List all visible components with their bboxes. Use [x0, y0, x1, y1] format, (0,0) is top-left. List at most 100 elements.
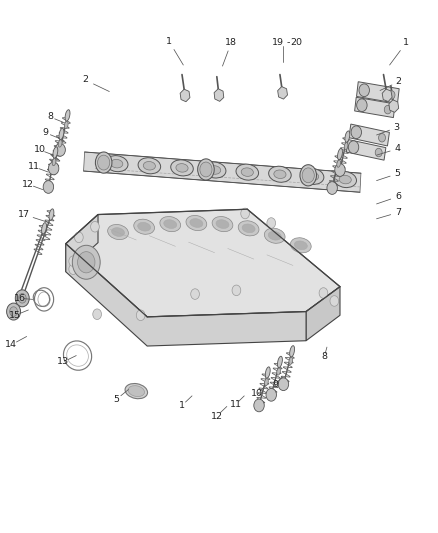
- Circle shape: [69, 256, 78, 266]
- Ellipse shape: [274, 170, 286, 179]
- Ellipse shape: [164, 220, 177, 229]
- Ellipse shape: [95, 152, 112, 173]
- Text: 3: 3: [393, 123, 399, 132]
- Ellipse shape: [51, 163, 56, 174]
- Circle shape: [18, 294, 26, 303]
- Ellipse shape: [281, 379, 286, 390]
- Text: 12: 12: [22, 180, 34, 189]
- Text: 15: 15: [9, 311, 21, 320]
- Text: 16: 16: [14, 294, 26, 303]
- Polygon shape: [84, 152, 361, 192]
- Ellipse shape: [264, 228, 285, 243]
- Ellipse shape: [338, 165, 342, 175]
- Text: 14: 14: [5, 341, 17, 350]
- Polygon shape: [382, 89, 392, 101]
- Ellipse shape: [203, 162, 226, 178]
- Circle shape: [10, 307, 18, 317]
- Circle shape: [91, 221, 99, 232]
- Circle shape: [69, 264, 78, 274]
- Circle shape: [78, 252, 95, 273]
- Ellipse shape: [339, 175, 351, 184]
- Circle shape: [327, 182, 337, 195]
- Ellipse shape: [198, 159, 214, 180]
- Circle shape: [335, 164, 345, 176]
- Ellipse shape: [236, 164, 258, 180]
- Polygon shape: [389, 100, 399, 112]
- Ellipse shape: [338, 148, 343, 160]
- Text: 7: 7: [396, 208, 401, 217]
- Polygon shape: [66, 215, 98, 272]
- Polygon shape: [180, 89, 190, 102]
- Circle shape: [43, 181, 53, 193]
- Circle shape: [330, 296, 339, 306]
- Ellipse shape: [337, 160, 340, 167]
- Ellipse shape: [300, 165, 317, 186]
- Ellipse shape: [200, 162, 212, 177]
- Text: 10: 10: [34, 146, 46, 155]
- Ellipse shape: [265, 378, 268, 386]
- Text: 18: 18: [225, 38, 237, 47]
- Polygon shape: [214, 89, 224, 101]
- Text: 9: 9: [272, 379, 279, 389]
- Text: 5: 5: [114, 394, 120, 403]
- Circle shape: [254, 399, 264, 412]
- Circle shape: [267, 217, 276, 228]
- Ellipse shape: [268, 166, 291, 182]
- Ellipse shape: [160, 216, 180, 232]
- Ellipse shape: [277, 368, 280, 375]
- Ellipse shape: [134, 219, 155, 235]
- Circle shape: [278, 378, 289, 391]
- Ellipse shape: [58, 144, 62, 155]
- Ellipse shape: [265, 367, 270, 378]
- Polygon shape: [278, 86, 287, 99]
- Ellipse shape: [138, 158, 161, 174]
- Ellipse shape: [301, 168, 324, 184]
- Ellipse shape: [302, 168, 314, 183]
- Text: 4: 4: [395, 144, 400, 154]
- Ellipse shape: [257, 400, 261, 410]
- Circle shape: [348, 141, 359, 154]
- Text: 6: 6: [396, 192, 401, 201]
- Ellipse shape: [238, 221, 259, 236]
- Ellipse shape: [125, 384, 148, 399]
- Ellipse shape: [64, 122, 68, 128]
- Ellipse shape: [65, 110, 70, 121]
- Ellipse shape: [49, 209, 54, 220]
- Circle shape: [93, 309, 102, 319]
- Polygon shape: [306, 287, 340, 341]
- Circle shape: [7, 303, 21, 320]
- Text: 19: 19: [272, 38, 284, 47]
- Circle shape: [351, 126, 361, 139]
- Ellipse shape: [290, 238, 311, 253]
- Ellipse shape: [171, 160, 193, 176]
- Ellipse shape: [98, 155, 110, 170]
- Text: 20: 20: [290, 38, 303, 47]
- Ellipse shape: [294, 241, 307, 249]
- Ellipse shape: [307, 172, 319, 181]
- Ellipse shape: [108, 224, 128, 240]
- Text: 10: 10: [251, 389, 263, 398]
- Circle shape: [232, 285, 241, 296]
- Ellipse shape: [128, 386, 145, 397]
- Circle shape: [72, 245, 100, 279]
- Ellipse shape: [242, 224, 255, 233]
- Text: 17: 17: [18, 210, 30, 219]
- Text: 8: 8: [321, 352, 327, 361]
- Ellipse shape: [334, 172, 357, 188]
- Ellipse shape: [186, 215, 207, 231]
- Ellipse shape: [269, 390, 273, 400]
- Circle shape: [375, 148, 382, 157]
- Ellipse shape: [345, 131, 350, 142]
- Circle shape: [319, 288, 328, 298]
- Circle shape: [48, 162, 59, 175]
- Circle shape: [136, 310, 145, 320]
- Ellipse shape: [268, 231, 281, 240]
- Ellipse shape: [42, 223, 46, 234]
- Ellipse shape: [53, 147, 58, 158]
- Circle shape: [359, 84, 369, 96]
- Circle shape: [388, 91, 395, 99]
- Polygon shape: [357, 82, 399, 103]
- Polygon shape: [66, 209, 340, 317]
- Text: 11: 11: [230, 400, 241, 409]
- Text: -: -: [287, 38, 290, 47]
